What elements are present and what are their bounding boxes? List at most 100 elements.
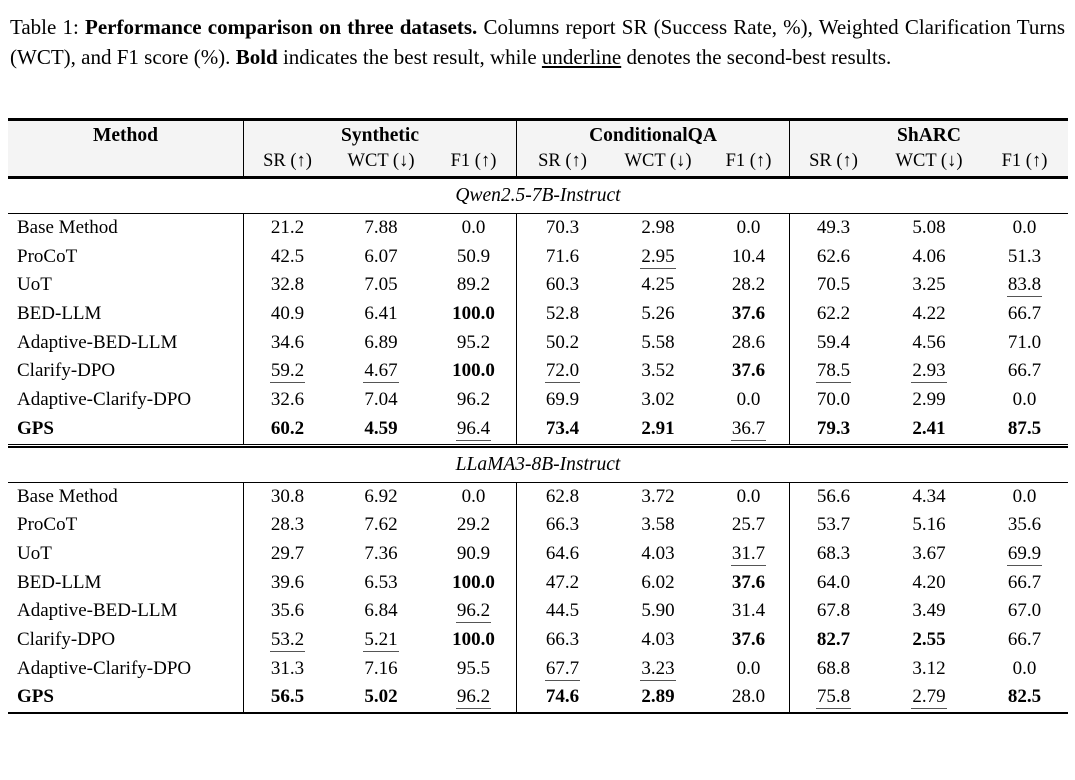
- column-header-f1: F1 (↑): [725, 151, 772, 171]
- value-cell: 62.8: [516, 482, 608, 512]
- second-best-value: 69.9: [1006, 542, 1043, 566]
- value-cell: 29.7: [243, 539, 331, 569]
- value-cell: 21.2: [243, 214, 331, 243]
- value-cell: 3.72: [641, 485, 675, 507]
- value-cell: 0.0: [1012, 217, 1037, 238]
- method-cell: UoT: [17, 542, 52, 564]
- value-cell: 70.5: [789, 271, 877, 301]
- value-cell: 37.6: [731, 303, 766, 325]
- method-cell: Clarify-DPO: [17, 360, 116, 382]
- second-best-value: 78.5: [815, 360, 852, 384]
- value-cell: 67.7: [516, 654, 608, 684]
- value-cell: 50.2: [516, 328, 608, 358]
- caption-segment: Columns report SR (Success Rate, %), Wei…: [10, 15, 1065, 69]
- method-cell: BED-LLM: [17, 303, 102, 325]
- caption-segment: Bold: [235, 44, 278, 69]
- value-cell: 73.4: [516, 414, 608, 444]
- value-cell: 53.2: [243, 625, 331, 655]
- value-cell: 100.0: [452, 360, 495, 382]
- value-cell: 2.91: [641, 417, 675, 439]
- second-best-value: 2.95: [640, 245, 676, 269]
- method-cell: ProCoT: [17, 514, 78, 536]
- caption-segment: underline: [541, 44, 622, 69]
- value-cell: 32.6: [243, 386, 331, 415]
- value-cell: 7.16: [364, 657, 398, 679]
- section-heading-llama: LLaMA3-8B-Instruct: [455, 453, 621, 475]
- second-best-value: 72.0: [544, 360, 581, 384]
- column-group-sharc: ShARC: [789, 121, 1068, 151]
- value-cell: 52.8: [516, 300, 608, 329]
- value-cell: 66.7: [1007, 360, 1042, 382]
- value-cell: 4.34: [912, 485, 946, 507]
- value-cell: 64.0: [789, 568, 877, 598]
- value-cell: 7.04: [364, 389, 398, 411]
- method-cell: Adaptive-Clarify-DPO: [17, 657, 192, 679]
- second-best-value: 53.2: [269, 628, 306, 652]
- value-cell: 64.6: [516, 539, 608, 569]
- second-best-value: 31.7: [730, 542, 767, 566]
- value-cell: 42.5: [243, 242, 331, 272]
- value-cell: 96.2: [456, 389, 491, 411]
- value-cell: 100.0: [452, 628, 495, 650]
- value-cell: 3.49: [912, 600, 946, 622]
- value-cell: 74.6: [516, 683, 608, 713]
- caption-segment: denotes the second-best results.: [621, 44, 892, 69]
- value-cell: 66.7: [1007, 303, 1042, 325]
- value-cell: 31.4: [731, 600, 766, 622]
- value-cell: 28.6: [731, 331, 766, 353]
- column-group-synthetic: Synthetic: [243, 121, 516, 151]
- value-cell: 40.9: [243, 300, 331, 329]
- value-cell: 2.89: [641, 686, 675, 708]
- value-cell: 0.0: [461, 485, 486, 507]
- value-cell: 83.8: [981, 271, 1068, 300]
- value-cell: 5.90: [641, 600, 675, 622]
- table-row: Adaptive-Clarify-DPO 31.3 7.16 95.5 67.7 3.23…: [8, 654, 1068, 684]
- section-rows: Base Method 21.2 7.88 0.0 70.3 2.98 0.0 49.3 5.0…: [8, 214, 1068, 444]
- table-row: ProCoT 28.3 7.62 29.2 66.3 3.58 25.7 53.7 5.16 35…: [8, 511, 1068, 540]
- value-cell: 2.93: [877, 357, 981, 386]
- value-cell: 59.2: [243, 357, 331, 387]
- method-cell: Adaptive-BED-LLM: [17, 600, 178, 622]
- method-cell: Base Method: [17, 485, 118, 507]
- value-cell: 0.0: [1012, 657, 1037, 679]
- method-cell: Base Method: [17, 217, 118, 238]
- value-cell: 2.41: [912, 417, 946, 439]
- column-header-wct: WCT (↓): [895, 151, 963, 171]
- value-cell: 3.23: [608, 655, 708, 684]
- value-cell: 34.6: [243, 328, 331, 358]
- section-rule: [8, 481, 1068, 483]
- value-cell: 66.3: [516, 625, 608, 655]
- value-cell: 4.06: [912, 245, 946, 267]
- second-best-value: 2.93: [911, 360, 947, 384]
- value-cell: 5.26: [641, 303, 675, 325]
- header-rule: [8, 176, 1068, 179]
- value-cell: 5.02: [364, 686, 398, 708]
- value-cell: 71.0: [1007, 331, 1042, 353]
- value-cell: 4.25: [641, 274, 675, 296]
- value-cell: 60.2: [243, 414, 331, 444]
- table-row: UoT 32.8 7.05 89.2 60.3 4.25 28.2 70.5 3.25 83.8: [8, 271, 1068, 301]
- table-row: Clarify-DPO 59.2 4.67 100.0 72.0 3.52 37.6 78.5…: [8, 357, 1068, 387]
- value-cell: 100.0: [452, 571, 495, 593]
- value-cell: 87.5: [1007, 417, 1042, 439]
- column-group-conditionalqa: ConditionalQA: [516, 121, 789, 151]
- table-row: GPS 56.5 5.02 96.2 74.6 2.89 28.0 75.8 2.79 82.5: [8, 683, 1068, 713]
- value-cell: 0.0: [736, 485, 761, 507]
- method-cell: ProCoT: [17, 245, 78, 267]
- value-cell: 3.25: [912, 274, 946, 296]
- value-cell: 7.62: [364, 514, 398, 536]
- method-cell: Adaptive-Clarify-DPO: [17, 389, 192, 411]
- second-best-value: 5.21: [363, 628, 399, 652]
- value-cell: 4.67: [331, 357, 431, 386]
- table-row: Adaptive-BED-LLM 35.6 6.84 96.2 44.5 5.90 31.4…: [8, 597, 1068, 626]
- value-cell: 0.0: [1012, 389, 1037, 411]
- value-cell: 5.16: [912, 514, 946, 536]
- value-cell: 2.95: [608, 243, 708, 272]
- value-cell: 6.53: [364, 571, 398, 593]
- second-best-value: 83.8: [1006, 274, 1043, 298]
- value-cell: 36.7: [708, 415, 789, 444]
- caption-segment: Performance comparison on three datasets…: [85, 15, 478, 39]
- table-row: UoT 29.7 7.36 90.9 64.6 4.03 31.7 68.3 3.67 69.9: [8, 539, 1068, 569]
- section-separator-rule: [8, 443, 1068, 448]
- value-cell: 53.7: [789, 511, 877, 540]
